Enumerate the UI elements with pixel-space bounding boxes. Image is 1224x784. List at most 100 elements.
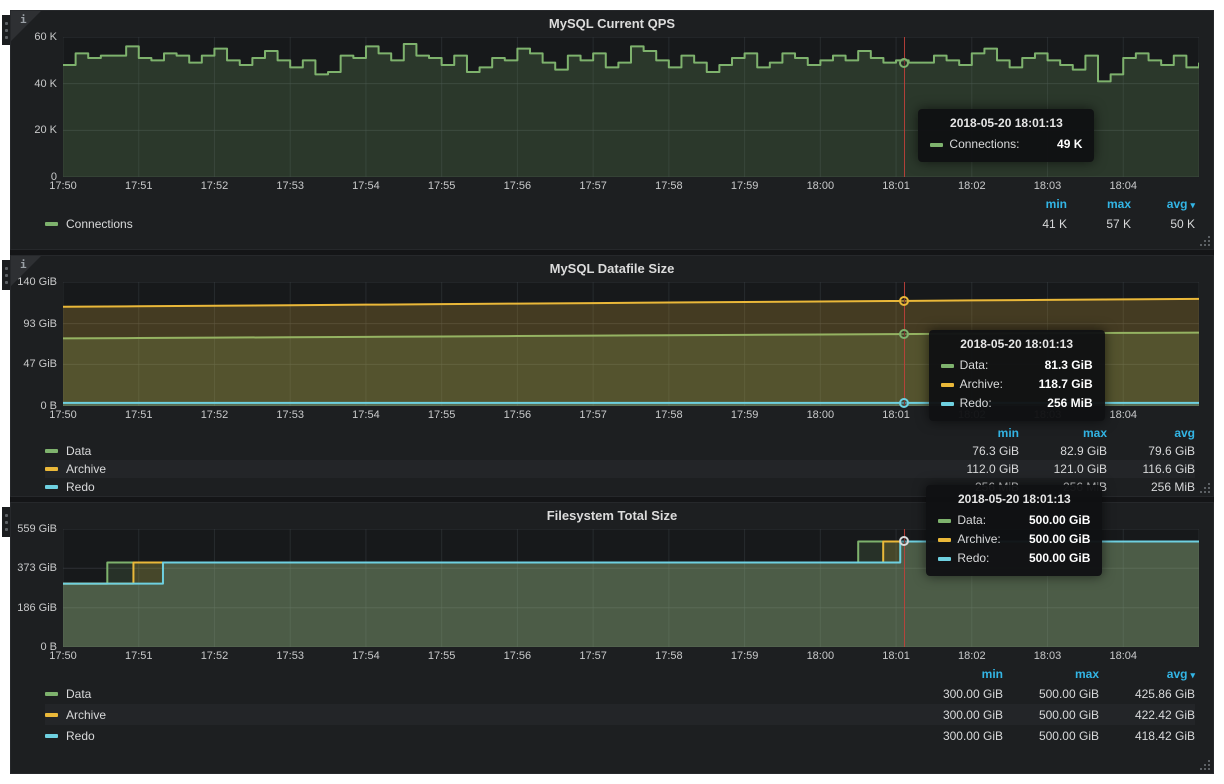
legend-series-toggle[interactable]: Redo — [45, 480, 931, 494]
panel-resize-grip[interactable] — [1199, 235, 1211, 247]
panel-drag-handle[interactable] — [2, 15, 10, 45]
stat-min: 300.00 GiB — [942, 686, 1003, 701]
x-tick-label: 18:01 — [882, 180, 910, 192]
legend-sort-max[interactable]: max — [1074, 667, 1099, 681]
x-tick-label: 17:56 — [503, 409, 532, 421]
series-color-dash — [45, 449, 58, 453]
y-axis: 0 20 K 40 K 60 K — [11, 31, 57, 183]
y-tick-label: 373 GiB — [17, 562, 57, 575]
x-tick-label: 17:51 — [124, 409, 153, 421]
x-tick-label: 17:59 — [730, 180, 759, 192]
stat-avg: 422.42 GiB — [1134, 707, 1195, 722]
chart-plot-area[interactable]: 17:50 17:51 17:52 17:53 17:54 17:55 17:56 17:57… — [49, 37, 1199, 192]
x-tick-label: 17:57 — [579, 650, 607, 662]
x-tick-label: 17:58 — [655, 180, 683, 192]
panel-resize-grip[interactable] — [1199, 759, 1211, 771]
x-tick-label: 17:58 — [655, 409, 683, 421]
sort-caret-icon: ▾ — [1190, 670, 1195, 680]
legend-sort-avg[interactable]: avg ▾ — [1166, 197, 1195, 211]
chart-plot-area[interactable]: 17:50 17:51 17:52 17:53 17:54 17:55 17:56 17:57… — [49, 282, 1199, 421]
panel-title[interactable]: MySQL Current QPS — [548, 16, 676, 31]
legend-series-toggle[interactable]: Redo — [45, 729, 907, 743]
x-tick-label: 17:57 — [579, 409, 607, 421]
x-tick-label: 17:59 — [730, 650, 759, 662]
legend-row-data: Data 300.00 GiB 500.00 GiB 425.86 GiB — [45, 683, 1195, 704]
chart-tooltip: 2018-05-20 18:01:13 Data: 500.00 GiB Arch… — [926, 485, 1103, 576]
legend-sort-min[interactable]: min — [1045, 197, 1067, 211]
stat-avg: 418.42 GiB — [1134, 728, 1195, 743]
chart-svg — [63, 37, 1199, 177]
x-tick-label: 18:03 — [1033, 180, 1062, 192]
x-tick-label: 18:01 — [882, 409, 910, 421]
legend-sort-avg[interactable]: avg ▾ — [1166, 667, 1195, 681]
x-tick-label: 17:50 — [49, 180, 77, 192]
hover-marker — [898, 536, 909, 547]
stat-avg: 50 K — [1170, 217, 1195, 231]
tooltip-row: Redo: 256 MiB — [940, 394, 1093, 413]
panel-resize-grip[interactable] — [1199, 482, 1211, 494]
legend-series-toggle[interactable]: Data — [45, 687, 907, 701]
panel-info-icon[interactable]: i — [11, 256, 41, 286]
stat-avg: 116.6 GiB — [1142, 462, 1195, 476]
series-color-dash — [940, 401, 954, 406]
x-tick-label: 17:53 — [276, 409, 304, 421]
chart-svg — [63, 529, 1199, 647]
legend-series-toggle[interactable]: Archive — [45, 708, 907, 722]
tooltip-timestamp: 2018-05-20 18:01:13 — [957, 492, 1071, 506]
legend-sort-avg[interactable]: avg — [1174, 426, 1195, 440]
y-tick-label: 186 GiB — [17, 601, 57, 614]
series-color-dash — [45, 712, 58, 717]
tooltip-row: Data: 81.3 GiB — [940, 356, 1093, 375]
legend-row-archive: Archive 300.00 GiB 500.00 GiB 422.42 GiB — [45, 704, 1195, 725]
panel-title[interactable]: Filesystem Total Size — [546, 508, 678, 523]
y-tick-label: 40 K — [34, 77, 57, 90]
series-color-dash — [45, 222, 58, 226]
legend-sort-max[interactable]: max — [1082, 426, 1107, 440]
stat-max: 500.00 GiB — [1038, 707, 1099, 722]
stat-avg: 256 MiB — [1150, 480, 1195, 494]
stat-avg: 425.86 GiB — [1134, 686, 1195, 701]
legend-sort-max[interactable]: max — [1106, 197, 1131, 211]
panel-drag-handle[interactable] — [2, 260, 10, 290]
hover-marker — [898, 57, 909, 68]
x-tick-label: 17:55 — [427, 650, 456, 662]
stat-min: 300.00 GiB — [942, 728, 1003, 743]
chart-plot-area[interactable]: 17:50 17:51 17:52 17:53 17:54 17:55 17:56 17:57… — [49, 485, 1199, 662]
panel-drag-handle[interactable] — [2, 507, 10, 537]
legend-sort-min[interactable]: min — [997, 426, 1019, 440]
y-axis: 0 B 47 GiB 93 GiB 140 GiB — [11, 276, 57, 412]
legend-sort-min[interactable]: min — [981, 667, 1003, 681]
x-tick-label: 17:56 — [503, 180, 532, 192]
legend-row-data: Data 76.3 GiB 82.9 GiB 79.6 GiB — [45, 442, 1195, 460]
x-tick-label: 17:52 — [200, 409, 229, 421]
legend-row-redo: Redo 300.00 GiB 500.00 GiB 418.42 GiB — [45, 725, 1195, 746]
sort-caret-icon: ▾ — [1190, 200, 1195, 210]
series-color-dash — [45, 467, 58, 471]
x-tick-label: 18:00 — [806, 650, 835, 662]
panel-title[interactable]: MySQL Datafile Size — [549, 261, 675, 276]
series-color-dash — [940, 363, 954, 368]
x-tick-label: 17:54 — [352, 180, 380, 192]
legend-series-toggle[interactable]: Data — [45, 444, 931, 458]
chart-tooltip: 2018-05-20 18:01:13 Data: 81.3 GiB Archiv… — [928, 330, 1105, 421]
x-tick-label: 17:59 — [730, 409, 759, 421]
y-tick-label: 60 K — [34, 31, 57, 43]
x-tick-label: 17:52 — [200, 180, 229, 192]
tooltip-row: Redo: 500.00 GiB — [938, 549, 1090, 568]
legend-series-toggle[interactable]: Connections — [45, 217, 1003, 231]
legend-series-toggle[interactable]: Archive — [45, 462, 931, 476]
series-color-dash — [45, 485, 58, 489]
legend: min max avg ▾ Connections 41 K 57 K 50 K — [45, 195, 1195, 235]
tooltip-row: Connections: 49 K — [930, 135, 1082, 154]
panel-info-icon[interactable]: i — [11, 11, 41, 41]
panel-mysql-datafile-size: i MySQL Datafile Size 0 B 47 GiB 93 GiB 140… — [2, 255, 1214, 497]
x-axis: 17:50 17:51 17:52 17:53 17:54 17:55 17:56 17:57… — [49, 647, 1199, 664]
stat-min: 41 K — [1042, 217, 1067, 231]
x-tick-label: 17:53 — [276, 180, 304, 192]
y-tick-label: 0 B — [40, 400, 57, 412]
y-tick-label: 20 K — [34, 124, 57, 137]
dashboard: i MySQL Current QPS 0 20 K 40 K 60 K 17:50 1… — [2, 10, 1214, 774]
stat-max: 500.00 GiB — [1038, 686, 1099, 701]
y-tick-label: 140 GiB — [17, 276, 57, 288]
x-tick-label: 17:57 — [579, 180, 607, 192]
